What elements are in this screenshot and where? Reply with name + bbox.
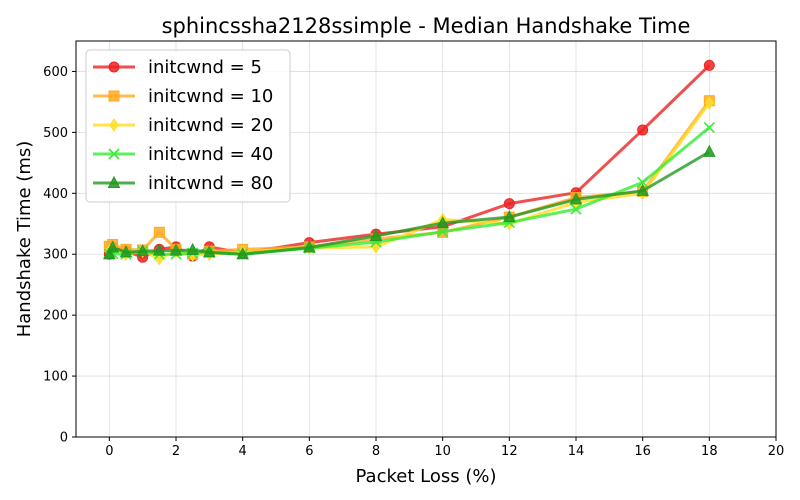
y-tick-label: 500 — [43, 126, 68, 141]
x-tick-label: 6 — [305, 444, 313, 459]
data-point — [503, 209, 516, 223]
data-point — [103, 247, 116, 260]
x-tick-label: 12 — [501, 444, 518, 459]
y-tick-label: 600 — [43, 65, 68, 80]
data-point — [637, 176, 649, 188]
legend-label: initcwnd = 10 — [148, 86, 273, 107]
data-point — [106, 240, 119, 253]
legend-label: initcwnd = 80 — [148, 173, 273, 194]
legend-marker — [109, 118, 119, 132]
data-point — [703, 121, 715, 134]
data-point — [119, 245, 133, 258]
legend-item: initcwnd = 40 — [93, 144, 273, 165]
data-point — [153, 243, 166, 256]
data-point — [136, 244, 149, 257]
x-tick-label: 4 — [239, 444, 247, 459]
y-axis-label: Handshake Time (ms) — [14, 141, 35, 338]
x-tick-label: 8 — [372, 444, 380, 459]
legend-item: initcwnd = 10 — [93, 86, 273, 107]
x-tick-label: 20 — [768, 444, 785, 459]
data-point — [437, 226, 449, 238]
x-tick-label: 10 — [434, 444, 451, 459]
series-4 — [103, 144, 716, 260]
data-point — [369, 228, 383, 241]
legend: initcwnd = 5 initcwnd = 10 initcwnd = 20 in… — [85, 49, 291, 203]
x-tick-label: 16 — [634, 444, 651, 459]
legend-marker — [108, 148, 120, 160]
plot-area — [103, 59, 716, 266]
data-point — [703, 59, 715, 71]
legend-item: initcwnd = 20 — [93, 115, 273, 136]
legend-item: initcwnd = 80 — [93, 173, 273, 194]
data-point — [186, 242, 199, 255]
plot-frame — [75, 40, 777, 438]
y-tick-label: 0 — [60, 431, 68, 446]
x-axis-label: Packet Loss (%) — [356, 466, 497, 487]
data-point — [169, 243, 183, 256]
series-line — [107, 150, 711, 256]
legend-marker — [108, 90, 120, 102]
data-point — [503, 198, 515, 210]
y-tick-label: 100 — [43, 370, 68, 385]
chart-title: sphincssha2128ssimple - Median Handshake… — [162, 14, 691, 38]
data-point — [704, 96, 714, 111]
data-point — [303, 240, 316, 253]
legend-item: initcwnd = 5 — [93, 57, 262, 78]
legend-marker — [107, 175, 121, 188]
legend-frame — [85, 49, 291, 203]
x-tick-label: 18 — [701, 444, 718, 459]
data-point — [203, 245, 216, 258]
data-point — [153, 226, 165, 238]
legend-label: initcwnd = 40 — [148, 144, 273, 165]
data-point — [569, 192, 583, 205]
legend-marker — [108, 61, 120, 73]
x-axis: 0 2 4 6 8 10 12 14 16 18 20 — [105, 437, 784, 459]
data-point — [436, 216, 449, 229]
y-tick-label: 400 — [43, 187, 68, 202]
data-point — [236, 247, 249, 260]
data-point — [703, 144, 716, 157]
x-tick-label: 0 — [105, 444, 113, 459]
y-axis: 0 100 200 300 400 500 600 — [43, 65, 76, 446]
legend-label: initcwnd = 20 — [148, 115, 273, 136]
y-tick-label: 300 — [43, 248, 68, 263]
x-tick-label: 2 — [172, 444, 180, 459]
data-point — [570, 203, 582, 215]
data-point — [636, 183, 649, 196]
x-tick-label: 14 — [568, 444, 585, 459]
data-point — [637, 124, 649, 136]
y-tick-label: 200 — [43, 309, 68, 324]
legend-label: initcwnd = 5 — [148, 57, 262, 78]
